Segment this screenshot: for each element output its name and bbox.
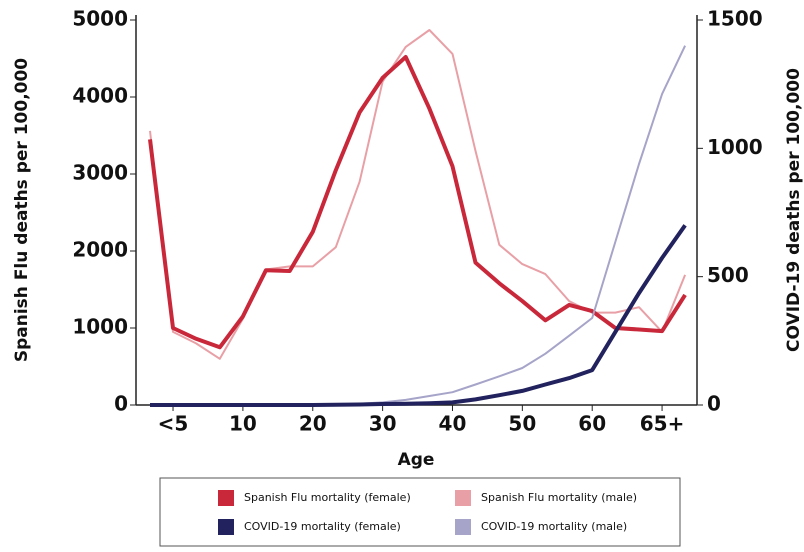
y2-tick-label: 0	[707, 392, 721, 416]
x-tick-label: 65+	[640, 412, 685, 436]
legend-box	[159, 477, 681, 547]
y-tick-label: 4000	[72, 84, 128, 108]
y-tick-label: 2000	[72, 238, 128, 262]
legend-label: COVID-19 mortality (male)	[481, 520, 627, 533]
x-tick-label: 10	[229, 412, 257, 436]
legend-label: Spanish Flu mortality (male)	[481, 491, 637, 504]
x-axis-title: Age	[398, 450, 435, 470]
x-tick-label: 20	[299, 412, 327, 436]
y-tick-label: 0	[114, 392, 128, 416]
legend-swatch	[218, 519, 234, 535]
y-axis-title: Spanish Flu deaths per 100,000	[12, 58, 32, 362]
y2-tick-label: 500	[707, 263, 749, 287]
y2-tick-label: 1000	[707, 135, 763, 159]
legend-label: Spanish Flu mortality (female)	[244, 491, 411, 504]
y2-axis-title: COVID-19 deaths per 100,000	[784, 68, 804, 352]
legend-swatch	[455, 519, 471, 535]
y-tick-label: 5000	[72, 7, 128, 31]
y2-tick-label: 1500	[707, 7, 763, 31]
x-tick-label: <5	[158, 412, 189, 436]
series-line	[148, 55, 687, 350]
legend-swatch	[455, 490, 471, 506]
x-tick-label: 50	[508, 412, 536, 436]
legend-swatch	[218, 490, 234, 506]
legend-label: COVID-19 mortality (female)	[244, 520, 401, 533]
x-tick-label: 60	[578, 412, 606, 436]
y-tick-label: 3000	[72, 161, 128, 185]
series-line	[150, 224, 687, 407]
y-tick-label: 1000	[72, 315, 128, 339]
x-tick-label: 30	[369, 412, 397, 436]
x-tick-label: 40	[439, 412, 467, 436]
